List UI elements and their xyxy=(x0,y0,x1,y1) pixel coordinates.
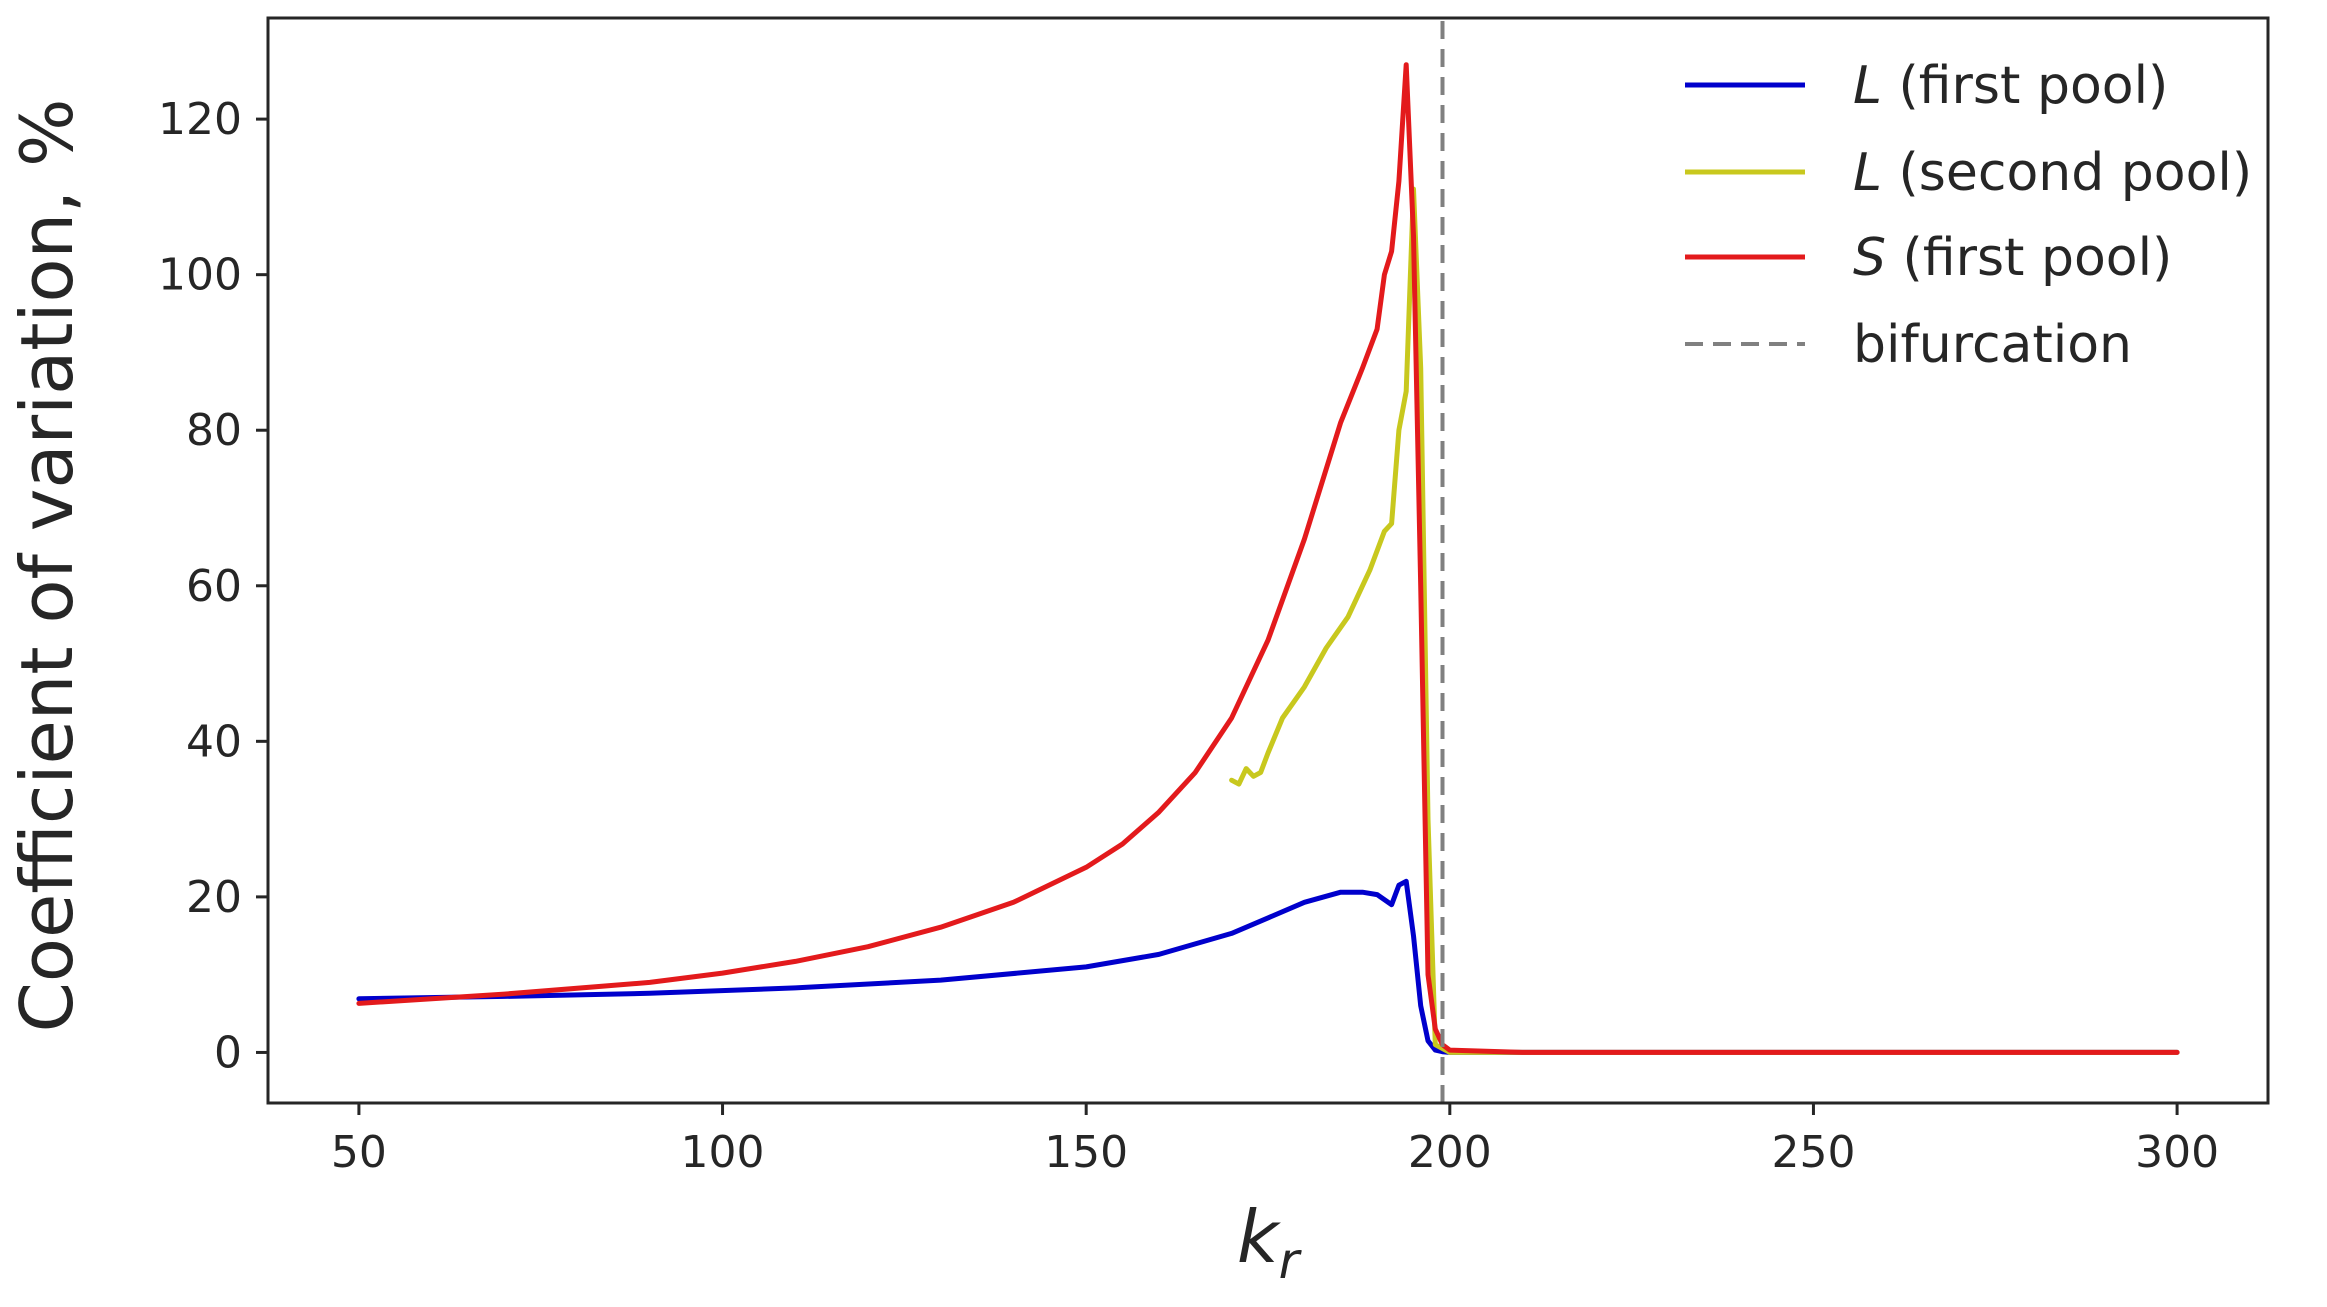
x-axis-label: kr xyxy=(1237,1195,1303,1290)
x-axis-label-subscript: r xyxy=(1279,1232,1303,1290)
legend-label-text: (first pool) xyxy=(1882,56,2168,116)
legend-label-0: L (first pool) xyxy=(1853,56,2168,116)
legend-label-symbol: L xyxy=(1853,143,1882,203)
y-tick-label: 120 xyxy=(158,94,242,145)
x-tick-label: 100 xyxy=(681,1127,765,1178)
x-tick-label: 200 xyxy=(1408,1127,1492,1178)
legend-label-3: bifurcation xyxy=(1853,315,2132,375)
y-tick-label: 0 xyxy=(214,1027,242,1078)
y-tick-label: 20 xyxy=(186,872,242,923)
x-tick-label: 300 xyxy=(2135,1127,2219,1178)
y-axis: 0 20 40 60 80 100 120 xyxy=(158,94,268,1078)
legend-label-2: S (first pool) xyxy=(1853,228,2172,288)
y-tick-label: 100 xyxy=(158,250,242,301)
series-line-2 xyxy=(356,62,2180,1055)
legend-label-text: (second pool) xyxy=(1882,143,2252,203)
y-tick-label: 40 xyxy=(186,716,242,767)
y-tick-label: 80 xyxy=(186,405,242,456)
plot-area xyxy=(356,18,2180,1103)
x-tick-label: 150 xyxy=(1044,1127,1128,1178)
x-axis-label-main: k xyxy=(1237,1195,1282,1279)
plot-frame xyxy=(266,16,2270,1105)
series-line-1 xyxy=(1229,186,2180,1055)
legend-label-1: L (second pool) xyxy=(1853,143,2252,203)
x-axis: 50 100 150 200 250 300 xyxy=(331,1103,2219,1178)
legend-label-text: (first pool) xyxy=(1886,228,2172,288)
legend-label-symbol: S xyxy=(1853,228,1886,288)
x-tick-label: 50 xyxy=(331,1127,387,1178)
y-tick-label: 60 xyxy=(186,561,242,612)
legend-label-symbol: L xyxy=(1853,56,1882,116)
legend: L (first pool)L (second pool)S (first po… xyxy=(1685,56,2252,375)
y-axis-label: Coefficient of variation, % xyxy=(5,99,89,1033)
series-line-0 xyxy=(356,878,2180,1055)
x-tick-label: 250 xyxy=(1771,1127,1855,1178)
